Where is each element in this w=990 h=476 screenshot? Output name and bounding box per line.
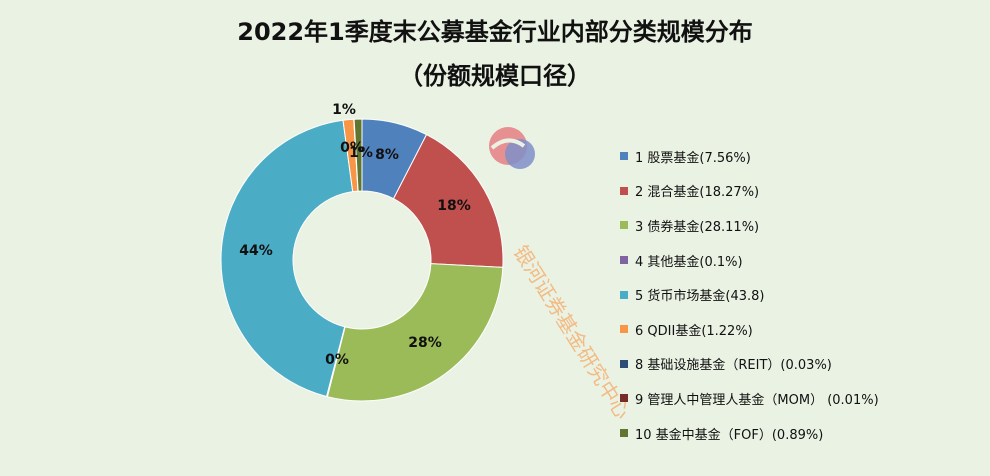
legend-swatch <box>620 256 628 265</box>
legend-label: 6 QDII基金(1.22%) <box>635 323 753 339</box>
legend-label: 3 债券基金(28.11%) <box>635 219 760 235</box>
legend-swatch <box>620 429 628 438</box>
slice-data-label-7: 0% <box>340 140 364 156</box>
chart-title-line-2: （份额规模口径） <box>399 62 591 90</box>
donut-slice-5 <box>220 119 354 398</box>
legend-swatch <box>620 359 628 368</box>
slice-data-label-1: 8% <box>375 147 399 163</box>
slice-data-label-6: 1% <box>332 102 356 118</box>
legend-label: 8 基础设施基金（REIT）(0.03%) <box>635 358 832 374</box>
legend-label: 4 其他基金(0.1%) <box>635 254 743 270</box>
legend-label: 1 股票基金(7.56%) <box>635 150 751 166</box>
legend-swatch <box>620 290 628 299</box>
legend-item-4: 4 其他基金(0.1%) <box>620 243 879 278</box>
donut-slice-2 <box>392 133 504 268</box>
donut-slice-3 <box>326 263 504 402</box>
legend-swatch <box>620 394 628 403</box>
legend-label: 10 基金中基金（FOF）(0.89%) <box>635 427 824 443</box>
legend-swatch <box>620 152 628 161</box>
legend-item-8: 9 管理人中管理人基金（MOM） (0.01%) <box>620 381 879 416</box>
legend-item-1: 1 股票基金(7.56%) <box>620 139 879 174</box>
chart-title-line-1: 2022年1季度末公募基金行业内部分类规模分布 <box>237 18 753 46</box>
slice-data-label-4: 0% <box>325 352 349 368</box>
slice-data-label-5: 44% <box>239 243 273 259</box>
legend-item-9: 10 基金中基金（FOF）(0.89%) <box>620 416 879 451</box>
slice-data-label-2: 18% <box>437 198 471 214</box>
legend-swatch <box>620 221 628 230</box>
slice-data-label-9: 1% <box>349 145 373 161</box>
legend-label: 5 货币市场基金(43.8) <box>635 289 765 305</box>
legend-label: 2 混合基金(18.27%) <box>635 185 760 201</box>
legend-swatch <box>620 186 628 195</box>
legend-swatch <box>620 325 628 334</box>
chart-legend: 1 股票基金(7.56%) 2 混合基金(18.27%) 3 债券基金(28.11%… <box>620 139 879 450</box>
legend-item-3: 3 债券基金(28.11%) <box>620 208 879 243</box>
donut-slice-9 <box>353 118 363 192</box>
legend-item-7: 8 基础设施基金（REIT）(0.03%) <box>620 347 879 382</box>
legend-item-2: 2 混合基金(18.27%) <box>620 174 879 209</box>
legend-item-5: 5 货币市场基金(43.8) <box>620 277 879 312</box>
slice-data-label-3: 28% <box>408 335 442 351</box>
watermark-logo <box>489 127 535 169</box>
chart-title: 2022年1季度末公募基金行业内部分类规模分布 （份额规模口径） <box>0 10 990 98</box>
legend-label: 9 管理人中管理人基金（MOM） (0.01%) <box>635 392 879 408</box>
legend-item-6: 6 QDII基金(1.22%) <box>620 312 879 347</box>
